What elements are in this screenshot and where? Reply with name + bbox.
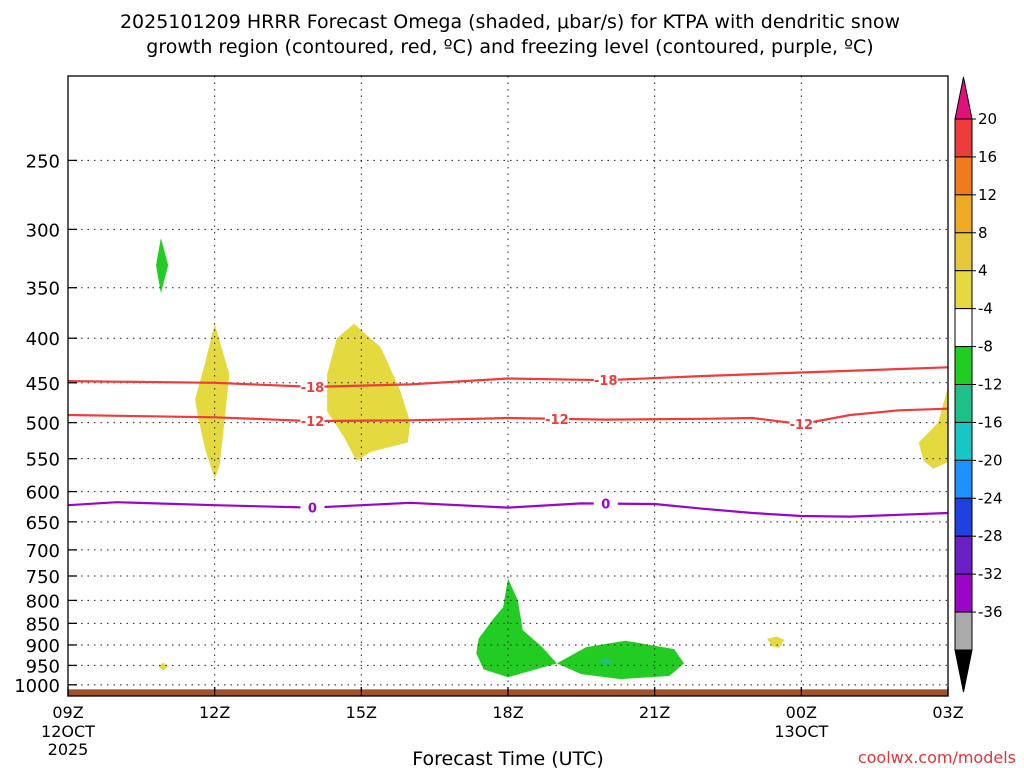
- colorbar-label-3: 8: [978, 224, 988, 242]
- x-tick-label-18Z: 18Z: [492, 703, 523, 722]
- colorbar-label-4: 4: [978, 262, 988, 280]
- x-tick-label-00Z: 00Z: [786, 703, 817, 722]
- x-tick-label-15Z: 15Z: [346, 703, 377, 722]
- y-tick-label-650: 650: [26, 513, 60, 534]
- contour-label-bg: [300, 499, 325, 514]
- x-tick-label-09Z: 09Z: [52, 703, 83, 722]
- contour-label-dgz-minus18-0: -18: [301, 381, 325, 396]
- y-tick-label-550: 550: [26, 450, 60, 471]
- colorbar-label-12: -32: [978, 565, 1003, 583]
- credit-text: coolwx.com/models: [858, 748, 1016, 767]
- x-axis-title: Forecast Time (UTC): [412, 748, 603, 768]
- colorbar-swatch-8: [954, 421, 973, 461]
- chart-title-line-2: growth region (contoured, red, ºC) and f…: [146, 36, 873, 58]
- colorbar-swatch-5: [954, 308, 973, 348]
- x-tick-sublabel-00Z-0: 13OCT: [774, 722, 828, 741]
- x-tick-label-21Z: 21Z: [639, 703, 670, 722]
- omega-pos-4to8-c: [918, 386, 948, 469]
- omega-pos-4to8-e: [158, 662, 169, 671]
- x-tick-sublabel-09Z-1: 2025: [48, 740, 89, 759]
- colorbar-label-5: -4: [978, 300, 993, 318]
- contour-label-bg: [789, 416, 814, 431]
- contour-label-freezing-level-1: 0: [601, 498, 610, 513]
- colorbar-swatch-3: [954, 232, 973, 272]
- colorbar-swatch-1: [954, 156, 973, 196]
- contour-layer: [67, 366, 949, 518]
- colorbar-label-0: 20: [978, 110, 997, 128]
- colorbar-swatch-4: [954, 270, 973, 310]
- chart-title-line-1: 2025101209 HRRR Forecast Omega (shaded, …: [120, 11, 900, 33]
- y-tick-label-300: 300: [26, 220, 60, 241]
- x-tick-sublabel-09Z-0: 12OCT: [41, 722, 95, 741]
- contour-label-bg: [544, 410, 569, 425]
- contour-dgz-minus18: [67, 366, 949, 389]
- contour-label-dgz-minus12-2: -12: [790, 418, 814, 433]
- y-tick-label-750: 750: [26, 567, 60, 588]
- y-tick-label-800: 800: [26, 591, 60, 612]
- colorbar-label-1: 16: [978, 148, 997, 166]
- y-tick-label-1000: 1000: [14, 676, 60, 697]
- colorbar-swatch-9: [954, 459, 973, 499]
- y-tick-label-250: 250: [26, 151, 60, 172]
- omega-shading-layer: [156, 238, 948, 680]
- contour-label-bg: [593, 372, 618, 387]
- colorbar-swatch-10: [954, 497, 973, 537]
- contour-dgz-minus12: [67, 407, 949, 426]
- contour-label-dgz-minus12-1: -12: [545, 413, 569, 428]
- y-tick-label-700: 700: [26, 541, 60, 562]
- colorbar-label-2: 12: [978, 186, 997, 204]
- colorbar-bottom-triangle: [954, 649, 973, 693]
- contour-label-layer: -18 -18 -12 -12 -12 0 0: [300, 372, 814, 517]
- colorbar: 20 16 12 8 4 -4 -8 -12 -16 -20 -24 -28 -32 -36: [954, 76, 1003, 693]
- contour-label-bg: [300, 413, 325, 428]
- colorbar-swatch-6: [954, 346, 973, 386]
- y-axis: 2503003504004505005506006507007508008509…: [14, 151, 77, 697]
- colorbar-swatch-7: [954, 384, 973, 423]
- y-tick-label-900: 900: [26, 636, 60, 657]
- colorbar-label-9: -20: [978, 451, 1003, 469]
- colorbar-swatch-2: [954, 194, 973, 234]
- colorbar-label-10: -24: [978, 489, 1003, 507]
- contour-label-dgz-minus18-1: -18: [594, 374, 618, 389]
- colorbar-swatch-11: [954, 535, 973, 575]
- y-tick-label-400: 400: [26, 329, 60, 350]
- y-tick-label-600: 600: [26, 483, 60, 504]
- colorbar-swatch-12: [954, 573, 973, 613]
- omega-neg-4to8-c: [556, 640, 684, 680]
- x-tick-label-03Z: 03Z: [932, 703, 963, 722]
- y-tick-label-500: 500: [26, 414, 60, 435]
- y-tick-label-850: 850: [26, 614, 60, 635]
- colorbar-swatch-13: [954, 611, 973, 651]
- omega-neg-4to8-a: [156, 238, 169, 294]
- colorbar-label-11: -28: [978, 527, 1003, 545]
- omega-neg-8to12: [598, 658, 614, 665]
- colorbar-label-6: -8: [978, 338, 993, 356]
- colorbar-label-13: -36: [978, 603, 1003, 621]
- omega-pos-4to8-b: [327, 323, 411, 461]
- omega-neg-4to8-b: [476, 578, 557, 678]
- omega-pos-4to8-a: [195, 323, 230, 479]
- contour-label-freezing-level-0: 0: [308, 502, 317, 517]
- contour-label-dgz-minus12-0: -12: [301, 415, 325, 430]
- y-tick-label-350: 350: [26, 279, 60, 300]
- contour-label-bg: [300, 378, 325, 393]
- contour-label-bg: [593, 495, 618, 510]
- contour-freezing-level: [67, 501, 949, 518]
- colorbar-swatch-0: [954, 118, 973, 158]
- colorbar-label-7: -12: [978, 376, 1003, 394]
- x-tick-label-12Z: 12Z: [199, 703, 230, 722]
- colorbar-label-8: -16: [978, 413, 1003, 431]
- y-tick-label-950: 950: [26, 656, 60, 677]
- y-tick-label-450: 450: [26, 374, 60, 395]
